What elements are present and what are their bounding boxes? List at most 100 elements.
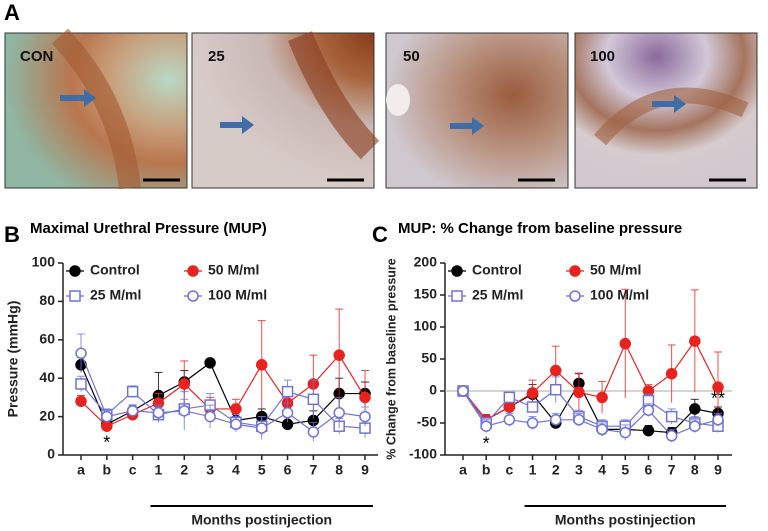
legend-marker: [451, 265, 463, 277]
annotation: **: [711, 389, 725, 409]
legend-marker: [187, 290, 199, 302]
legend-label: 50 M/ml: [590, 262, 641, 278]
x-tick-label: 2: [552, 462, 560, 478]
micrograph: 25: [191, 31, 380, 189]
y-tick-label: 20: [39, 407, 55, 423]
marker: [712, 414, 724, 426]
marker: [549, 364, 562, 377]
y-tick-label: 0: [47, 446, 55, 462]
marker: [230, 418, 242, 431]
marker: [457, 385, 469, 397]
marker: [333, 349, 345, 361]
marker: [689, 420, 701, 432]
legend-label: 100 M/ml: [590, 287, 649, 303]
x-tick-label: 5: [258, 462, 266, 478]
series-line: [80, 361, 365, 426]
x-tick-label: a: [459, 462, 467, 478]
x-tick-label: 7: [668, 462, 676, 478]
marker: [596, 423, 608, 436]
x-tick-label: 9: [714, 462, 722, 478]
marker: [255, 359, 268, 371]
marker: [333, 407, 345, 419]
marker: [573, 414, 585, 426]
legend-label: 25 M/ml: [472, 287, 523, 303]
marker: [230, 403, 242, 415]
marker: [526, 417, 539, 429]
marker: [75, 347, 87, 359]
panel-label: A: [4, 0, 20, 25]
x-tick-label: 4: [232, 462, 240, 478]
micrograph-label: 50: [403, 48, 420, 65]
marker: [665, 410, 678, 423]
y-tick-label: 60: [39, 331, 55, 347]
series: [77, 356, 369, 431]
x-tick-label: 1: [529, 462, 537, 478]
marker: [642, 404, 655, 416]
marker: [281, 407, 294, 419]
marker: [573, 386, 585, 399]
legend-label: 100 M/ml: [208, 287, 267, 303]
legend-label: 25 M/ml: [90, 287, 141, 303]
y-tick-label: 40: [39, 369, 55, 385]
marker: [619, 337, 632, 350]
marker: [152, 407, 165, 419]
x-tick-label: 6: [645, 462, 653, 478]
y-tick-label: 200: [414, 254, 438, 270]
marker: [204, 410, 216, 423]
annotation: *: [483, 433, 490, 453]
marker: [526, 401, 539, 413]
series-line: [462, 390, 719, 437]
micrograph-label: 25: [208, 48, 225, 65]
series: [459, 288, 722, 425]
series: [77, 375, 369, 438]
legend-marker: [69, 265, 81, 277]
x-tick-label: b: [103, 462, 112, 478]
marker: [281, 385, 294, 398]
y-tick-label: 150: [414, 286, 438, 302]
marker: [178, 405, 191, 417]
y-axis-label: % Change from baseline pressure: [384, 258, 398, 460]
x-axis-label: Months postinjection: [191, 512, 332, 528]
panel-label: C: [372, 222, 388, 247]
x-tick-label: 8: [691, 462, 699, 478]
marker: [126, 405, 139, 417]
marker: [480, 420, 492, 432]
marker: [689, 335, 701, 347]
marker: [712, 381, 724, 393]
series: [459, 390, 722, 443]
legend-label: Control: [472, 262, 522, 278]
x-tick-label: 7: [309, 462, 317, 478]
micrograph: 100: [574, 32, 758, 189]
x-tick-label: 9: [361, 462, 369, 478]
x-tick-label: 6: [284, 462, 292, 478]
x-tick-label: c: [129, 462, 137, 478]
legend-marker: [187, 265, 199, 277]
series-line: [462, 339, 719, 421]
chart-title: Maximal Urethral Pressure (MUP): [30, 220, 267, 237]
micrograph: CON: [4, 28, 188, 190]
chart-title: MUP: % Change from baseline pressure: [398, 220, 682, 237]
micrograph: 50: [385, 32, 569, 189]
marker: [75, 378, 87, 390]
y-tick-label: 100: [32, 254, 56, 270]
marker: [359, 391, 371, 404]
x-tick-label: 3: [575, 462, 583, 478]
marker: [307, 393, 320, 406]
series: [459, 373, 722, 438]
legend-marker: [451, 290, 463, 302]
x-tick-label: 5: [621, 462, 629, 478]
y-tick-label: 50: [421, 350, 437, 366]
marker: [665, 430, 678, 442]
y-tick-label: 100: [414, 318, 438, 334]
marker: [75, 395, 87, 407]
marker: [101, 420, 113, 432]
marker: [503, 401, 516, 413]
micrograph-label: 100: [590, 48, 615, 65]
marker: [101, 410, 113, 423]
marker: [503, 391, 516, 404]
marker: [503, 414, 516, 426]
y-tick-label: 0: [429, 382, 437, 398]
x-tick-label: a: [77, 462, 85, 478]
marker: [549, 383, 562, 396]
marker: [359, 410, 371, 423]
